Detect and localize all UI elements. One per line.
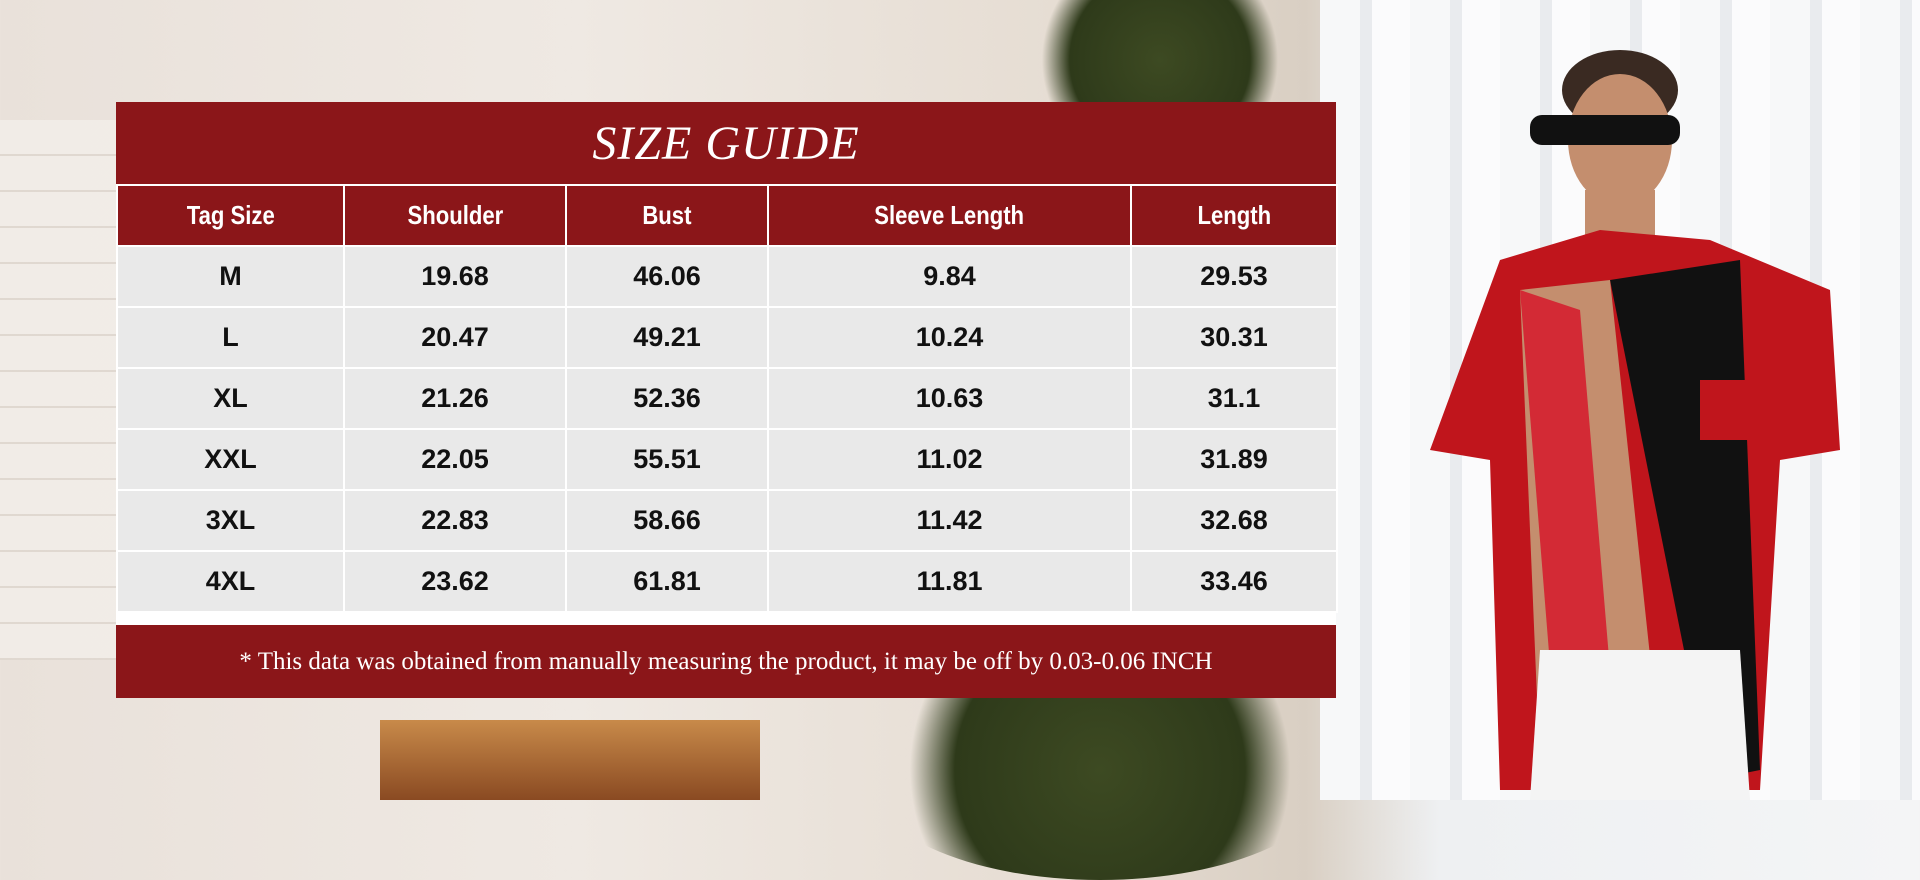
table-row: XXL 22.05 55.51 11.02 31.89 [116,428,1338,491]
table-cell: 11.02 [767,428,1132,491]
table-cell: 4XL [116,550,345,613]
table-cell: 31.1 [1130,367,1338,430]
table-row: L 20.47 49.21 10.24 30.31 [116,306,1338,369]
table-cell: 11.81 [767,550,1132,613]
table-cell: XL [116,367,345,430]
table-row: XL 21.26 52.36 10.63 31.1 [116,367,1338,430]
column-header-label: Length [1197,200,1271,230]
table-row: 4XL 23.62 61.81 11.81 33.46 [116,550,1338,613]
table-cell: 46.06 [565,245,769,308]
column-header-label: Bust [642,200,692,230]
column-header-label: Tag Size [186,200,275,230]
table-cell: 9.84 [767,245,1132,308]
table-cell: 29.53 [1130,245,1338,308]
column-header: Tag Size [116,184,345,247]
table-cell: 20.47 [343,306,567,369]
column-header: Bust [565,184,769,247]
model-photo [1430,50,1840,800]
column-header-label: Sleeve Length [874,200,1025,230]
column-header: Sleeve Length [767,184,1132,247]
table-cell: 55.51 [565,428,769,491]
table-cell: XXL [116,428,345,491]
table-cell: 21.26 [343,367,567,430]
table-header-row: Tag Size Shoulder Bust Sleeve Length Length [116,184,1338,247]
brick-wall-background [0,120,120,660]
size-guide-title: SIZE GUIDE [116,102,1336,184]
table-cell: M [116,245,345,308]
fireplace-background [380,720,760,800]
column-header: Length [1130,184,1338,247]
table-cell: 58.66 [565,489,769,552]
table-cell: 22.83 [343,489,567,552]
column-header: Shoulder [343,184,567,247]
table-cell: 22.05 [343,428,567,491]
measurement-note: * This data was obtained from manually m… [116,625,1336,698]
table-cell: 52.36 [565,367,769,430]
table-cell: 33.46 [1130,550,1338,613]
table-row: 3XL 22.83 58.66 11.42 32.68 [116,489,1338,552]
column-header-label: Shoulder [407,200,503,230]
table-cell: 30.31 [1130,306,1338,369]
table-cell: 3XL [116,489,345,552]
table-cell: 32.68 [1130,489,1338,552]
table-cell: 10.24 [767,306,1132,369]
table-cell: 10.63 [767,367,1132,430]
size-guide-table: SIZE GUIDE Tag Size Shoulder Bust Sleeve Le… [116,102,1338,698]
table-cell: 19.68 [343,245,567,308]
table-cell: L [116,306,345,369]
table-cell: 61.81 [565,550,769,613]
table-cell: 11.42 [767,489,1132,552]
table-row: M 19.68 46.06 9.84 29.53 [116,245,1338,308]
table-cell: 23.62 [343,550,567,613]
table-cell: 49.21 [565,306,769,369]
size-table: Tag Size Shoulder Bust Sleeve Length Length … [116,184,1338,613]
table-cell: 31.89 [1130,428,1338,491]
